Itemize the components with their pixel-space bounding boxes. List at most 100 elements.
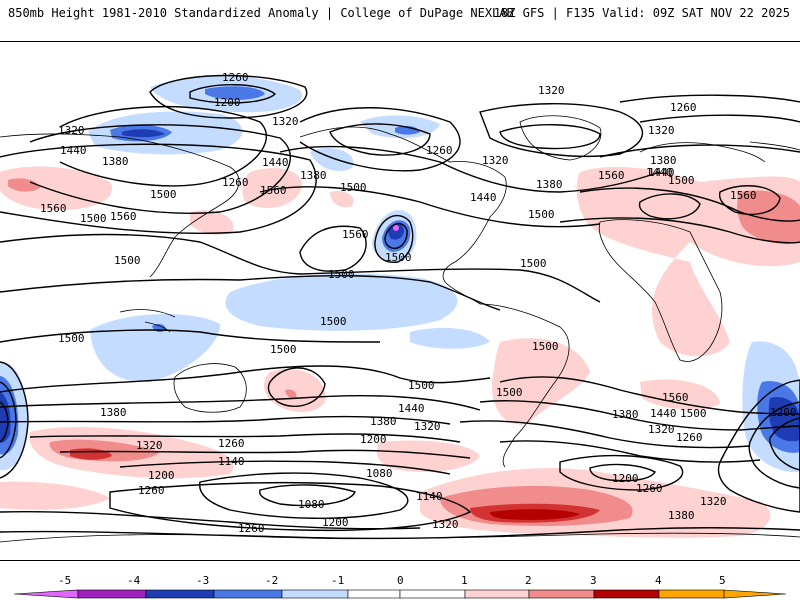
contour-line — [0, 401, 9, 443]
contour-label: 1200 — [612, 472, 639, 485]
contour-label: 1500 — [408, 379, 435, 392]
colorbar-segment — [658, 589, 725, 599]
contour-label: 1320 — [58, 124, 85, 137]
contour-label: 1500 — [496, 386, 523, 399]
contour-line — [59, 105, 267, 187]
contour-label: 1260 — [238, 522, 265, 535]
contour-label: 1500 — [668, 174, 695, 187]
colorbar-segment — [77, 589, 147, 599]
colorbar-segment — [723, 589, 787, 599]
contour-line — [479, 400, 800, 431]
contour-line — [149, 74, 308, 119]
contour-line — [769, 417, 800, 471]
contour-label: 1500 — [320, 315, 347, 328]
contour-label: 1200 — [770, 406, 797, 419]
anomaly-negative-region — [410, 327, 490, 349]
contour-label: 1080 — [298, 498, 325, 511]
contour-label: 1140 — [218, 455, 245, 468]
colorbar-tick: -1 — [331, 574, 344, 587]
colorbar-tick: 4 — [655, 574, 662, 587]
contour-label: 1560 — [598, 169, 625, 182]
contour-line — [459, 420, 751, 449]
contour-line — [29, 433, 461, 443]
contour-label: 1320 — [648, 423, 675, 436]
colorbar-segment — [145, 589, 215, 599]
anomaly-positive-region — [0, 481, 110, 510]
contour-line — [0, 233, 601, 303]
contour-line — [638, 193, 701, 220]
coastline-greenland — [519, 115, 602, 161]
contour-line — [189, 84, 277, 104]
contour-label: 1260 — [222, 71, 249, 84]
contour-label: 1320 — [700, 495, 727, 508]
colorbar: -5 -4 -3 -2 -1 0 1 2 3 4 5 — [13, 574, 787, 599]
contour-label: 1380 — [650, 154, 677, 167]
contour-line — [198, 472, 409, 519]
contour-line — [259, 186, 601, 228]
anomaly-positive-region — [755, 211, 777, 230]
anomaly-negative-region — [205, 86, 265, 100]
contour-label: 1560 — [342, 228, 369, 241]
contour-line — [267, 367, 326, 407]
anomaly-positive-region — [491, 338, 590, 425]
contour-label: 1320 — [482, 154, 509, 167]
colorbar-segment — [347, 589, 401, 599]
contour-label: 1500 — [328, 268, 355, 281]
colorbar-tick-labels: -5 -4 -3 -2 -1 0 1 2 3 4 5 — [58, 574, 726, 587]
contour-label: 1560 — [662, 391, 689, 404]
contour-label: 1260 — [426, 144, 453, 157]
contour-label: 1500 — [385, 251, 412, 264]
contour-label: 1500 — [150, 188, 177, 201]
contour-line — [0, 510, 421, 530]
contour-label: 1260 — [636, 482, 663, 495]
contour-line — [279, 145, 661, 193]
contour-label: 1440 — [262, 156, 289, 169]
contour-label: 1320 — [272, 115, 299, 128]
contour-label: 1380 — [102, 155, 129, 168]
map-title: 850mb Height 1981-2010 Standardized Anom… — [8, 6, 514, 20]
contour-label: 1500 — [520, 257, 547, 270]
contour-label: 1500 — [532, 340, 559, 353]
contour-label: 1380 — [370, 415, 397, 428]
contour-label: 1500 — [58, 332, 85, 345]
coastline-asia — [0, 133, 240, 278]
contour-line — [299, 107, 461, 172]
colorbar-segment — [528, 589, 595, 599]
contour-label: 1260 — [218, 437, 245, 450]
coastline-south-america — [479, 303, 570, 468]
contour-line — [299, 225, 367, 272]
contour-line — [258, 484, 356, 507]
anomaly-positive-region — [264, 368, 326, 412]
anomaly-positive-region — [190, 210, 234, 235]
contour-line — [0, 275, 501, 311]
contour-label: 1200 — [360, 433, 387, 446]
contour-line — [109, 481, 472, 532]
contour-label: 1260 — [138, 484, 165, 497]
anomaly-positive-region — [8, 178, 40, 192]
contour-label: 1440 — [398, 402, 425, 415]
colorbar-segment — [13, 589, 79, 599]
model-run-info: 18Z GFS | F135 Valid: 09Z SAT NOV 22 202… — [493, 6, 790, 20]
contour-label: 1140 — [416, 490, 443, 503]
contour-label: 1440 — [648, 166, 675, 179]
contour-label: 1320 — [648, 124, 675, 137]
contour-label: 1380 — [612, 408, 639, 421]
contour-label: 1320 — [538, 84, 565, 97]
contour-line — [559, 217, 800, 244]
contour-label: 1380 — [100, 406, 127, 419]
contour-label: 1440 — [470, 191, 497, 204]
coastline-africa — [598, 219, 723, 362]
contour-line — [499, 124, 601, 150]
colorbar-segments — [13, 589, 787, 599]
anomaly-positive-region — [640, 379, 720, 410]
colorbar-tick: -2 — [265, 574, 278, 587]
colorbar-tick: 3 — [590, 574, 597, 587]
colorbar-tick: -3 — [196, 574, 209, 587]
contour-label: 1320 — [432, 518, 459, 531]
anomaly-map: 1260 1200 1320 1440 1380 1320 1440 1380 … — [0, 41, 800, 561]
contour-line — [559, 454, 684, 491]
contour-line — [499, 376, 800, 415]
contour-line — [59, 449, 471, 459]
contour-line — [29, 124, 292, 214]
contour-label: 1440 — [646, 166, 673, 179]
